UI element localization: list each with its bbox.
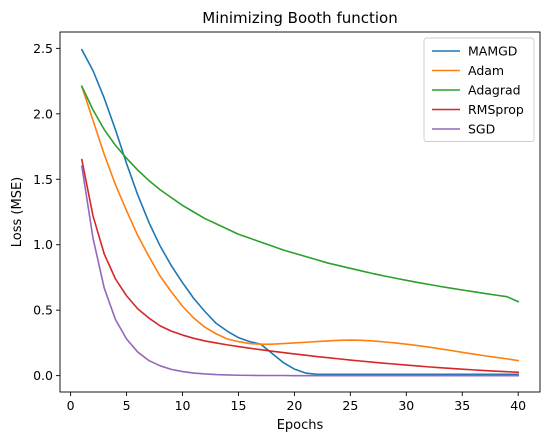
x-tick-label: 20: [286, 398, 302, 413]
legend-label-adagrad: Adagrad: [468, 83, 521, 98]
series-line-sgd: [80, 165, 519, 377]
x-tick-label: 5: [123, 398, 131, 413]
series-line-rmsprop: [80, 158, 520, 374]
y-tick-label: 2.5: [33, 41, 53, 56]
legend: MAMGD Adam Adagrad RMSprop SGD: [423, 37, 535, 142]
y-axis-title: Loss (MSE): [10, 177, 25, 247]
x-tick-label: 15: [231, 398, 247, 413]
x-tick-label: 30: [398, 398, 414, 413]
series-line-adam: [80, 85, 520, 362]
chart-title: Minimizing Booth function: [202, 9, 397, 27]
x-tick-label: 35: [454, 398, 470, 413]
series-line-adagrad: [80, 85, 520, 303]
x-tick-label: 40: [510, 398, 526, 413]
y-tick-label: 1.0: [33, 237, 53, 252]
legend-label-rmsprop: RMSprop: [468, 102, 524, 117]
x-axis-title: Epochs: [277, 418, 324, 433]
x-tick-label: 0: [67, 398, 75, 413]
y-tick-label: 1.5: [33, 172, 53, 187]
y-tick-label: 0.5: [33, 303, 53, 318]
y-tick-label: 0.0: [33, 368, 53, 383]
legend-label-sgd: SGD: [468, 122, 495, 137]
y-tick-label: 2.0: [33, 106, 53, 121]
plot-area: 0 5 10 15 20 25 30 35 40 0.0 0.5 1.0 1.5 2.0 2.5: [33, 31, 541, 413]
x-tick-label: 25: [342, 398, 358, 413]
series-line-mamgd: [80, 48, 519, 376]
legend-box: [423, 37, 535, 142]
legend-label-adam: Adam: [468, 63, 504, 78]
axes-frame: [59, 31, 541, 393]
x-tick-label: 10: [175, 398, 191, 413]
legend-label-mamgd: MAMGD: [468, 44, 517, 59]
